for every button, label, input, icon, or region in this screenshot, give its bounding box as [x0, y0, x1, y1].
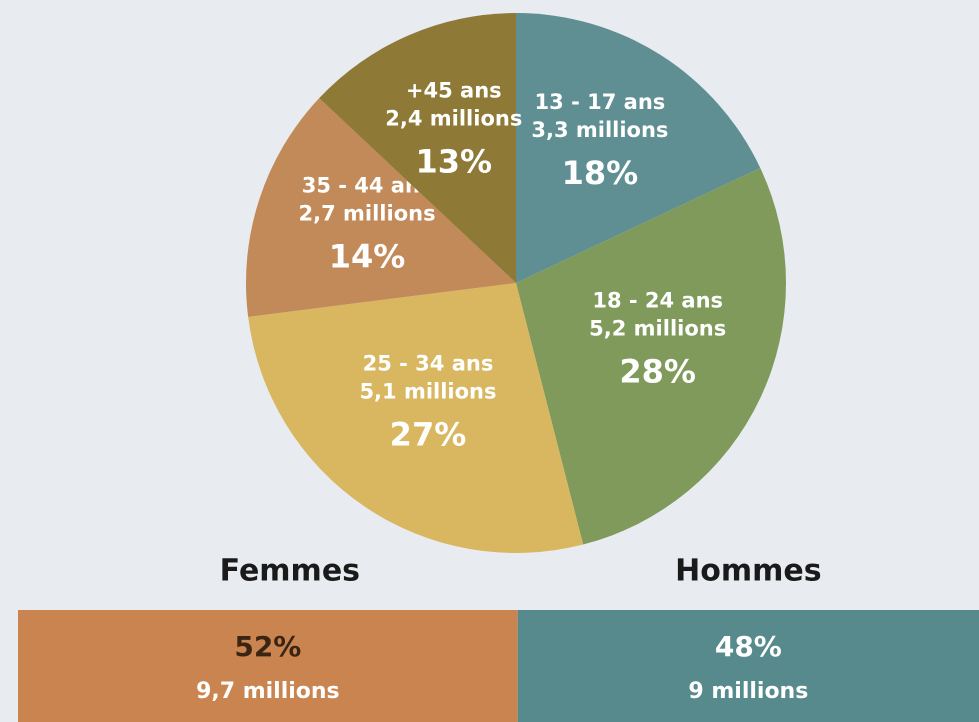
slice-percent: 28% [619, 353, 696, 391]
slice-detail: 5,2 millions [589, 317, 726, 341]
slice-category: 13 - 17 ans [535, 90, 666, 114]
slice-percent: 14% [329, 238, 406, 276]
bar-detail: 9,7 millions [196, 679, 340, 704]
pie-slice [516, 13, 761, 283]
bar-segment [517, 610, 979, 722]
slice-category: +45 ans [406, 78, 502, 102]
slice-detail: 2,4 millions [385, 106, 522, 130]
bar-segment [18, 610, 518, 722]
slice-detail: 5,1 millions [359, 380, 496, 404]
slice-detail: 2,7 millions [299, 202, 436, 226]
pie-slice [516, 168, 786, 545]
pie-slice [248, 283, 584, 553]
slice-detail: 3,3 millions [531, 118, 668, 142]
slice-percent: 13% [416, 142, 493, 180]
legend-label: Hommes [675, 554, 821, 589]
bar-percent: 48% [715, 630, 782, 663]
pie-slice [319, 13, 516, 283]
legend-label: Femmes [220, 554, 360, 589]
slice-percent: 27% [390, 416, 467, 454]
pie-slice [246, 98, 517, 317]
slice-category: 25 - 34 ans [363, 352, 494, 376]
bar-percent: 52% [234, 630, 301, 663]
slice-category: 18 - 24 ans [592, 289, 723, 313]
slice-percent: 18% [562, 154, 639, 192]
bar-detail: 9 millions [688, 679, 808, 704]
